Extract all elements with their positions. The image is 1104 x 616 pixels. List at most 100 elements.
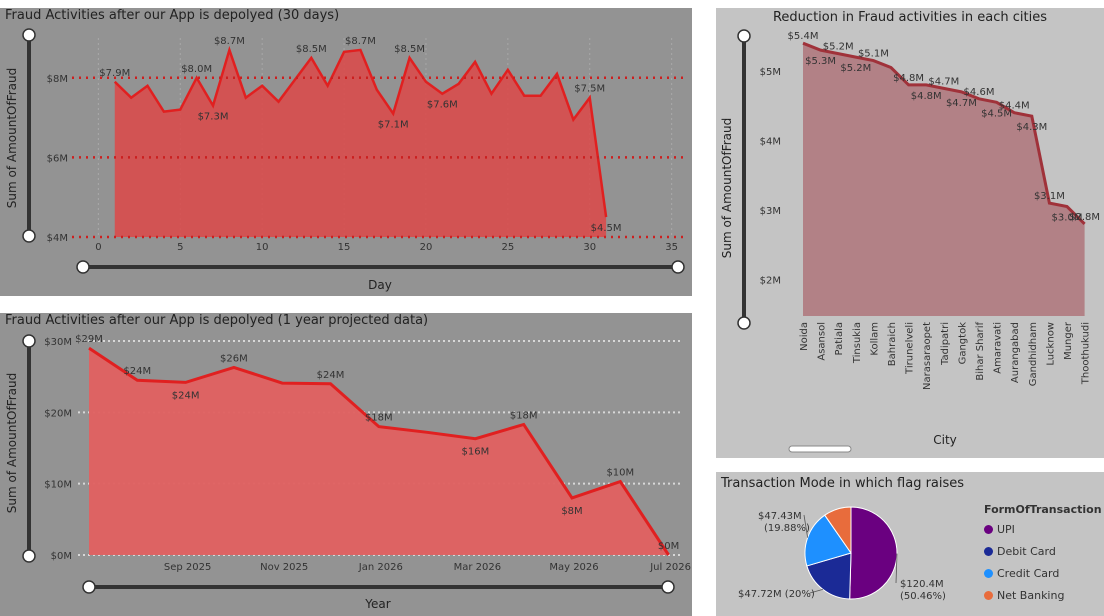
cities-x-tick: Narasaraopet [922,322,933,390]
cities-x-tick: Lucknow [1045,322,1056,366]
cities-data-label: $3.1M [1034,191,1065,202]
mode-chart-title: Transaction Mode in which flag raises [721,476,965,491]
cities-chart-panel[interactable]: Reduction in Fraud activities in each ci… [716,8,1104,458]
pie-leader-line [803,514,809,538]
days-x-axis-title: Day [368,278,392,292]
days-data-label: $8.5M [296,44,327,55]
cities-data-label: $5.2M [823,42,854,53]
cities-y-axis-title: Sum of AmountOfFraud [720,118,734,258]
pie-slice-credit-card [804,514,852,567]
cities-y-tick: $2M [760,276,781,287]
days-x-slider-handle-right[interactable] [671,260,685,274]
pie-leader-line [895,553,898,584]
cities-data-label: $4.7M [946,98,977,109]
year-x-tick: Mar 2026 [454,562,502,573]
year-data-label: $24M [317,370,345,381]
pie-slice-upi [849,506,898,600]
cities-chart-svg: $2M $3M $4M $5M $5.4M $5.3M $5.2M $5.2M $5.1M $4.… [720,29,1100,453]
cities-x-axis-title: City [933,433,957,447]
cities-y-tick: $5M [760,67,781,78]
cities-x-tick: Noida [799,322,810,351]
days-data-label: $7.1M [378,120,409,131]
cities-data-label: $2.8M [1069,212,1100,223]
year-y-slider-handle-top[interactable] [22,334,36,348]
days-y-slider-handle-top[interactable] [22,28,36,42]
legend-label: Debit Card [997,545,1056,558]
days-data-label: $4.5M [591,223,622,234]
year-x-slider-handle-right[interactable] [661,580,675,594]
year-chart-svg: $0M $10M $20M $30M $29M $24M $24M $26M $24M $18M $… [5,334,691,611]
mode-chart-svg: $120.4M(50.46%) $47.72M (20%) $47.43M(19.8… [738,506,946,602]
days-x-tick: 5 [177,242,183,253]
year-data-label: $8M [561,506,582,517]
year-y-tick: $10M [44,480,72,491]
legend-item-credit-card[interactable]: Credit Card [984,567,1059,580]
cities-data-label: $5.2M [840,63,871,74]
cities-chart-title: Reduction in Fraud activities in each ci… [772,10,1047,25]
mode-chart-panel[interactable]: Transaction Mode in which flag raises $1… [716,472,1104,616]
cities-data-label: $5.4M [788,31,819,42]
days-chart-svg: 0 5 10 15 20 25 30 35 $4M $6M $8M $7.9M $8.0M $7.3M $8… [5,28,688,292]
days-y-tick: $4M [47,233,68,244]
cities-x-tick: Kollam [869,322,880,356]
days-data-label: $7.5M [574,84,605,95]
legend-swatch [984,525,993,534]
days-x-tick: 0 [95,242,101,253]
year-chart-panel[interactable]: Fraud Activities after our App is depoly… [0,313,692,616]
cities-y-slider-handle-top[interactable] [737,29,751,43]
year-y-tick: $30M [44,337,72,348]
cities-line [802,41,1086,225]
days-data-label: $7.6M [427,100,458,111]
days-y-slider-handle-bottom[interactable] [22,229,36,243]
year-data-label: $29M [75,334,103,345]
cities-data-label: $4.6M [964,87,995,98]
days-chart-title: Fraud Activities after our App is depoly… [5,8,340,23]
cities-data-label: $4.8M [911,91,942,102]
cities-y-tick: $4M [760,137,781,148]
days-data-label: $8.7M [214,36,245,47]
days-data-label: $7.3M [198,112,229,123]
year-x-slider-handle-left[interactable] [82,580,96,594]
cities-y-tick: $3M [760,206,781,217]
legend-item-upi[interactable]: UPI [984,523,1015,536]
legend-item-debit-card[interactable]: Debit Card [984,545,1056,558]
legend-item-net-banking[interactable]: Net Banking [984,589,1064,602]
days-data-label: $8.0M [181,64,212,75]
cities-x-tick: Patiala [834,322,845,355]
pie-data-label-pct: (50.46%) [900,591,946,602]
year-y-tick: $0M [51,551,72,562]
year-x-tick: May 2026 [549,562,598,573]
cities-x-tick: Bihar Sharif [975,322,986,381]
days-area [114,49,607,237]
cities-scrollbar[interactable] [788,445,852,453]
cities-data-label: $4.7M [928,76,959,87]
pie-leader-line [809,589,824,594]
pie-data-label: $47.72M (20%) [738,589,815,600]
year-data-label: $16M [462,447,490,458]
legend-label: UPI [997,523,1015,536]
legend-swatch [984,591,993,600]
year-chart-title: Fraud Activities after our App is depoly… [5,313,429,328]
pie-data-label-pct: (19.88%) [764,523,810,534]
year-data-label: $18M [365,413,393,424]
legend-label: Net Banking [997,589,1065,602]
year-y-slider-handle-bottom[interactable] [22,549,36,563]
pie-slice-net-banking [824,506,852,555]
year-area [89,348,669,555]
year-x-tick: Nov 2025 [260,562,308,573]
pie-data-label: $120.4M [900,579,944,590]
days-y-tick: $8M [47,74,68,85]
days-x-slider-handle-left[interactable] [76,260,90,274]
cities-x-tick: Tirunelveli [905,322,916,375]
days-chart-panel[interactable]: Fraud Activities after our App is depoly… [0,8,692,296]
cities-x-tick: Gandhidham [1028,322,1039,386]
legend-swatch [984,547,993,556]
cities-x-tick: Aurangabad [1010,322,1021,383]
days-x-tick: 25 [501,242,514,253]
legend-swatch [984,569,993,578]
legend-title: FormOfTransaction [984,503,1102,516]
days-x-tick: 20 [420,242,433,253]
year-data-label: $18M [510,410,538,421]
cities-y-slider-handle-bottom[interactable] [737,316,751,330]
year-data-label: $24M [123,366,151,377]
